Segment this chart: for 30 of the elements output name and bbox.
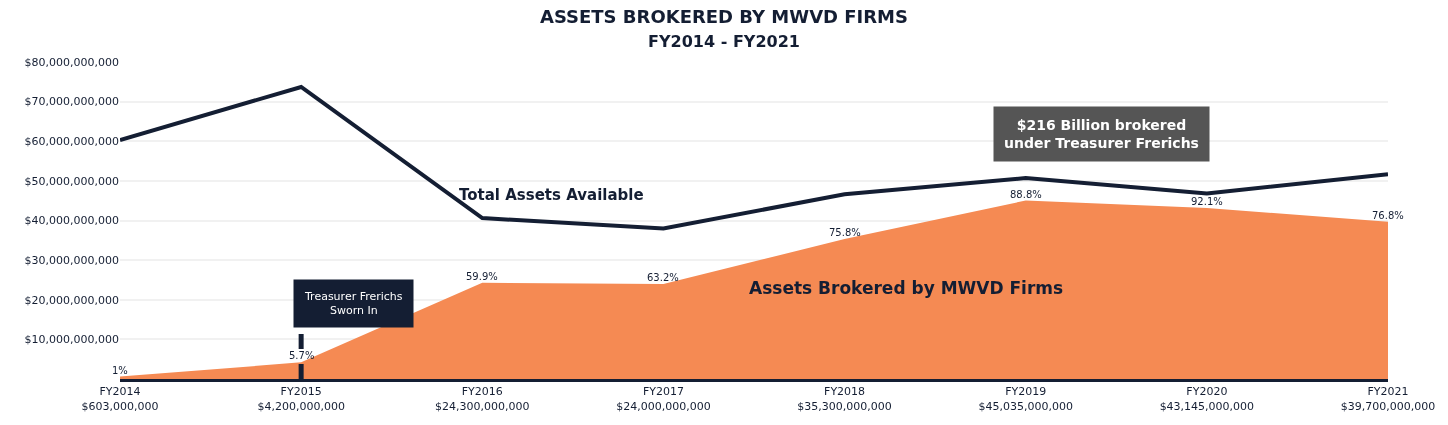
y-tick-label: $20,000,000,000 bbox=[24, 293, 119, 307]
y-tick-label: $70,000,000,000 bbox=[24, 95, 119, 109]
annotation: 88.8% bbox=[1010, 189, 1042, 200]
x-tick-label: FY2014 $603,000,000 bbox=[81, 385, 159, 413]
annotation: 63.2% bbox=[647, 272, 679, 283]
series-label: Total Assets Available bbox=[459, 186, 644, 204]
ref-line-label: Treasurer Frerichs Sworn In bbox=[304, 290, 403, 318]
annotation: 59.9% bbox=[466, 271, 498, 282]
annotation: $216 Billion brokered under Treasurer Frerichs bbox=[1004, 117, 1199, 152]
x-tick-label: FY2016 $24,300,000,000 bbox=[435, 385, 530, 413]
y-tick-label: $10,000,000,000 bbox=[24, 333, 119, 347]
annotation: 76.8% bbox=[1372, 210, 1404, 221]
annotation: 1% bbox=[112, 365, 128, 376]
x-tick-label: FY2020 $43,145,000,000 bbox=[1159, 385, 1255, 413]
x-tick-label: FY2017 $24,000,000,000 bbox=[616, 385, 711, 413]
x-tick-label: FY2015 $4,200,000,000 bbox=[257, 385, 345, 413]
series-label: Assets Brokered by MWVD Firms bbox=[749, 278, 1064, 298]
y-tick-label: $80,000,000,000 bbox=[24, 55, 119, 69]
chart-title: ASSETS BROKERED BY MWVD FIRMS bbox=[539, 6, 909, 28]
annotation: 92.1% bbox=[1191, 196, 1223, 207]
x-tick-label: FY2019 $45,035,000,000 bbox=[978, 385, 1073, 413]
y-tick-label: $50,000,000,000 bbox=[24, 174, 119, 188]
y-tick-label: $60,000,000,000 bbox=[24, 135, 119, 149]
x-tick-label: FY2018 $35,300,000,000 bbox=[797, 385, 892, 413]
chart-subtitle: FY2014 - FY2021 bbox=[648, 31, 800, 51]
annotation: 75.8% bbox=[829, 227, 861, 238]
y-tick-label: $30,000,000,000 bbox=[24, 253, 119, 267]
annotation: 5.7% bbox=[289, 350, 315, 361]
x-tick-label: FY2021 $39,700,000,000 bbox=[1340, 385, 1436, 413]
y-tick-label: $40,000,000,000 bbox=[24, 214, 119, 228]
